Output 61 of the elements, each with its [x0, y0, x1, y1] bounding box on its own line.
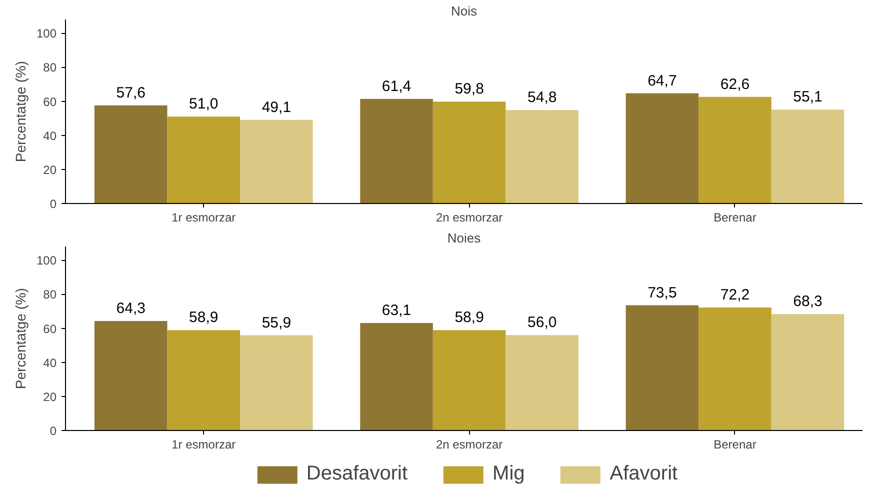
y-tick-label: 40	[43, 128, 57, 143]
x-tick-label: Berenar	[714, 210, 756, 224]
bar	[94, 105, 168, 204]
x-tick-label: 1r esmorzar	[172, 438, 236, 452]
bar	[698, 96, 772, 204]
y-tick-label: 100	[36, 26, 57, 41]
y-tick-label: 20	[43, 390, 57, 404]
bar	[626, 305, 699, 430]
bar	[240, 120, 313, 204]
bar	[167, 330, 240, 430]
y-axis-title: Percentatge (%)	[12, 288, 28, 390]
y-tick-label: 60	[43, 94, 57, 109]
data-label: 49,1	[262, 98, 292, 116]
y-tick-label: 100	[36, 254, 57, 268]
bar	[432, 102, 506, 204]
bar	[506, 110, 578, 204]
bar	[626, 93, 699, 204]
bar	[360, 98, 433, 204]
bar	[167, 116, 240, 204]
y-tick-label: 80	[43, 60, 57, 75]
data-label: 68,3	[793, 293, 822, 310]
y-tick-label: 0	[50, 197, 57, 211]
data-label: 64,7	[648, 72, 677, 90]
legend-label: Mig	[492, 462, 525, 486]
y-tick-label: 20	[43, 162, 57, 177]
y-tick-label: 0	[50, 424, 57, 438]
data-label: 63,1	[382, 302, 412, 319]
bar	[94, 320, 168, 430]
y-axis-title: Percentatge (%)	[12, 60, 28, 162]
data-label: 57,6	[116, 84, 146, 102]
x-tick-label: 1r esmorzar	[172, 210, 236, 224]
data-label: 58,9	[454, 309, 484, 326]
x-tick-label: 2n esmorzar	[436, 210, 503, 224]
y-tick-label: 60	[43, 322, 57, 336]
data-label: 64,3	[116, 300, 146, 317]
data-label: 62,6	[720, 76, 750, 93]
y-tick-label: 40	[43, 356, 57, 370]
legend-label: Afavorit	[610, 462, 678, 486]
data-label: 58,9	[189, 309, 218, 326]
data-label: 54,8	[528, 89, 557, 106]
x-tick-label: 2n esmorzar	[436, 438, 503, 452]
bar	[771, 110, 844, 204]
data-label: 61,4	[382, 78, 412, 95]
x-tick-label: Berenar	[714, 438, 756, 452]
data-label: 72,2	[720, 286, 750, 304]
chart-title: Noies	[447, 230, 482, 246]
bar	[698, 307, 772, 430]
bar	[360, 322, 433, 430]
data-label: 55,9	[262, 314, 292, 332]
data-label: 73,5	[648, 284, 677, 302]
y-tick-label: 80	[43, 288, 57, 302]
bar	[771, 314, 844, 430]
bar	[506, 335, 578, 430]
data-label: 51,0	[189, 96, 218, 113]
data-label: 56,0	[528, 314, 557, 332]
data-label: 55,1	[793, 88, 822, 106]
chart-title: Nois	[450, 4, 478, 18]
data-label: 59,8	[454, 80, 484, 98]
bar	[240, 335, 313, 430]
bar	[432, 330, 506, 430]
legend-label: Desafavorit	[306, 462, 408, 486]
